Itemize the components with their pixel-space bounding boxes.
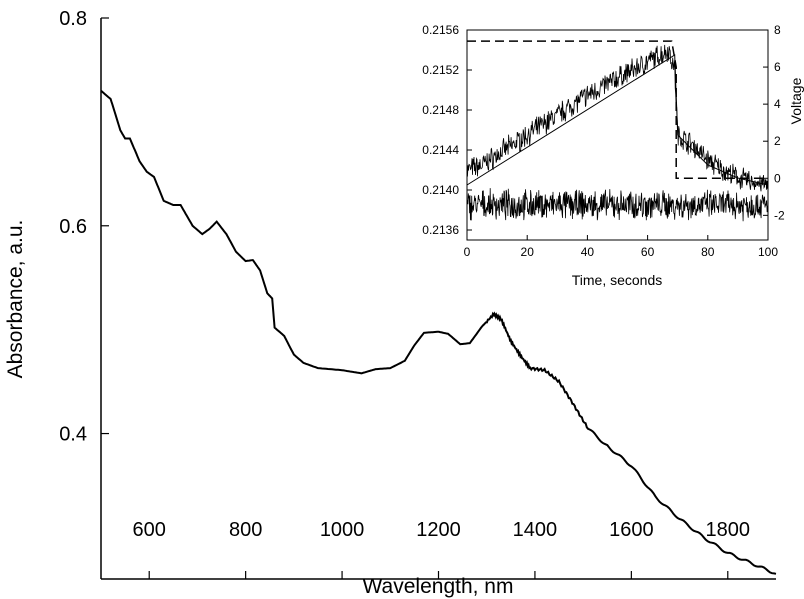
inset-y-tick-label: 0.2156 xyxy=(422,23,459,37)
inset-y-tick-label: 0.2148 xyxy=(422,103,459,117)
inset-right-axis-label: Voltage xyxy=(788,77,804,124)
main-x-tick-label: 1200 xyxy=(416,519,461,541)
main-y-tick-label: 0.8 xyxy=(59,8,87,30)
inset-right-tick-label: 0 xyxy=(774,171,781,185)
inset-y-tick-label: 0.2140 xyxy=(422,183,459,197)
inset-x-tick-label: 0 xyxy=(464,245,471,259)
inset-fit-line xyxy=(466,54,769,186)
main-y-axis-label: Absorbance, a.u. xyxy=(4,220,27,379)
inset-y-tick-label: 0.2152 xyxy=(422,63,459,77)
inset-x-tick-label: 80 xyxy=(701,245,715,259)
inset-x-tick-label: 20 xyxy=(521,245,535,259)
inset-x-tick-label: 60 xyxy=(641,245,655,259)
main-x-tick-label: 1000 xyxy=(320,519,365,541)
inset-right-tick-label: 4 xyxy=(774,97,781,111)
inset-x-axis-label: Time, seconds xyxy=(572,272,663,288)
inset-y-tick-label: 0.2144 xyxy=(422,143,459,157)
inset-y-tick-label: 0.2136 xyxy=(422,223,459,237)
main-x-tick-label: 1600 xyxy=(609,519,654,541)
inset-ticks: 0 20 40 60 80 1000.21360.21400.21440.21480.21… xyxy=(422,23,785,259)
inset-signal-trace xyxy=(466,44,769,192)
inset-right-tick-label: 2 xyxy=(774,134,781,148)
main-y-tick-label: 0.6 xyxy=(59,216,87,238)
inset-voltage-dashed-line xyxy=(467,40,768,180)
main-x-tick-label: 1800 xyxy=(706,519,751,541)
main-x-axis-label: Wavelength, nm xyxy=(363,575,514,598)
inset-x-tick-label: 100 xyxy=(758,245,778,259)
main-x-tick-label: 600 xyxy=(133,519,166,541)
inset-right-tick-label: -2 xyxy=(774,208,785,222)
inset-frame xyxy=(466,29,769,241)
absorbance-series-line xyxy=(100,89,777,575)
inset-noise-trace xyxy=(466,188,769,222)
inset-right-tick-label: 8 xyxy=(774,23,781,37)
inset-right-tick-label: 6 xyxy=(774,60,781,74)
main-y-tick-label: 0.4 xyxy=(59,424,87,446)
main-x-tick-label: 800 xyxy=(229,519,262,541)
inset-x-tick-label: 40 xyxy=(581,245,595,259)
main-x-tick-label: 1400 xyxy=(513,519,558,541)
